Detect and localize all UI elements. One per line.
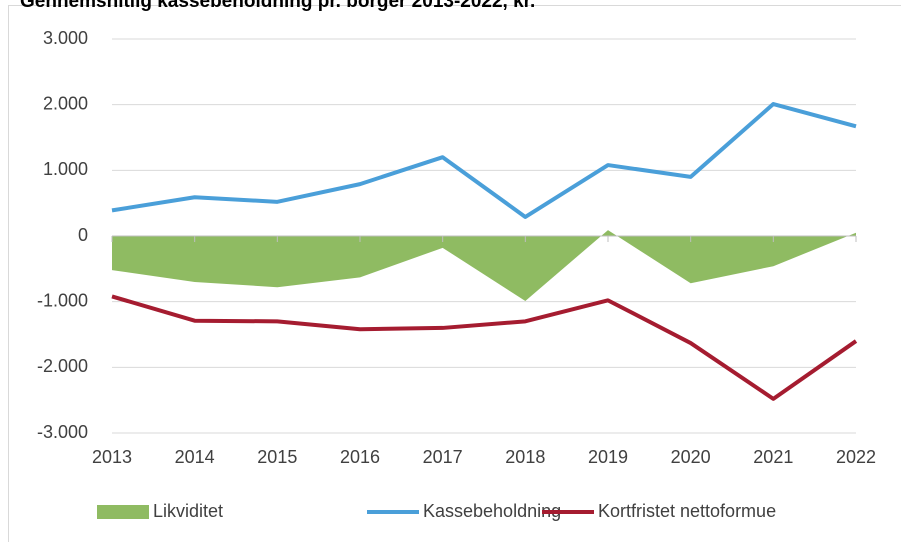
y-tick-label: -3.000: [37, 422, 88, 442]
legend-swatch: [97, 505, 149, 519]
x-tick-label: 2015: [257, 447, 297, 467]
x-tick-label: 2014: [175, 447, 215, 467]
y-tick-label: 2.000: [43, 93, 88, 113]
area: [112, 230, 856, 302]
y-tick-label: 1.000: [43, 159, 88, 179]
y-tick-label: 3.000: [43, 28, 88, 48]
x-tick-label: 2016: [340, 447, 380, 467]
line: [111, 102, 857, 219]
x-tick-label: 2020: [671, 447, 711, 467]
legend-label: Kortfristet nettoformue: [598, 501, 776, 521]
x-tick-label: 2019: [588, 447, 628, 467]
chart-frame: [8, 5, 901, 542]
x-tick-label: 2022: [836, 447, 876, 467]
x-tick-label: 2013: [92, 447, 132, 467]
chart-title: Gennemsnitlig kassebeholdning pr. borger…: [20, 0, 535, 12]
legend-label: Kassebeholdning: [423, 501, 561, 521]
x-tick-label: 2017: [423, 447, 463, 467]
y-tick-label: -1.000: [37, 290, 88, 310]
legend-label: Likviditet: [153, 501, 223, 521]
x-tick-label: 2021: [753, 447, 793, 467]
line: [111, 294, 858, 401]
x-tick-label: 2018: [505, 447, 545, 467]
y-tick-label: 0: [78, 225, 88, 245]
y-tick-label: -2.000: [37, 356, 88, 376]
